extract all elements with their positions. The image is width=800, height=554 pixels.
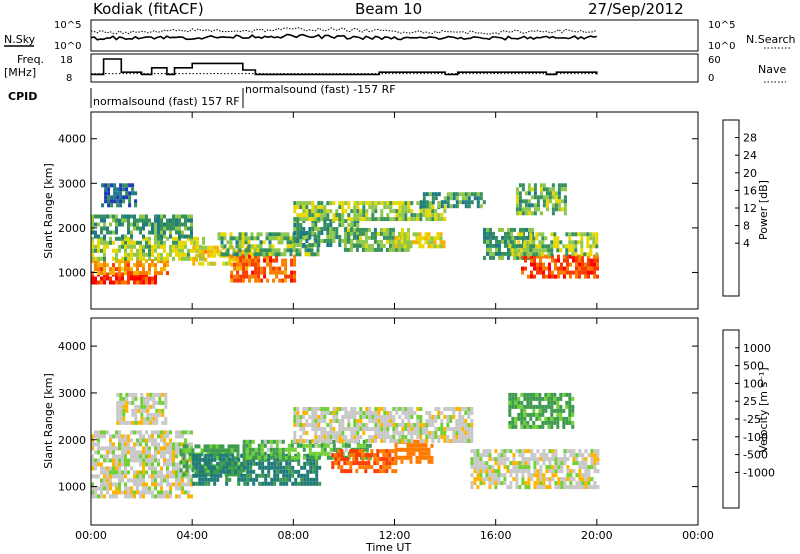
- power-region: [91, 214, 193, 239]
- power-region: [515, 183, 567, 216]
- velocity-region: [293, 407, 474, 443]
- velocity-colorbar-tick-label: 25: [743, 395, 757, 408]
- xtick-label: 16:00: [480, 529, 512, 542]
- power-colorbar-tick-label: 20: [743, 167, 757, 180]
- velocity-region: [116, 392, 168, 425]
- power-panel: 4000 3000 2000 1000 Slant Range [km]: [42, 111, 699, 310]
- velocity-colorbar-tick-label: 1000: [743, 342, 771, 355]
- xtick-label: 04:00: [176, 529, 208, 542]
- velocity-colorbar: 1000 500 100 25 -25 -100 -500 -1000: [722, 329, 775, 509]
- power-heatmap-cells: [91, 183, 599, 285]
- velocity-region: [508, 392, 575, 429]
- date-title: 27/Sep/2012: [588, 0, 684, 18]
- velocity-region: [91, 430, 193, 499]
- time-xlabel: Time UT: [365, 541, 411, 554]
- ytick-label: 3000: [58, 387, 86, 400]
- nave-tick-60: 60: [708, 55, 721, 66]
- power-region: [419, 192, 486, 209]
- power-colorbar-tick-label: 16: [743, 184, 757, 197]
- freq-label: Freq.: [17, 53, 44, 66]
- noise-right-bottom-tick: 10^0: [708, 41, 735, 52]
- power-colorbar-label: Power [dB]: [757, 180, 770, 240]
- power-region: [394, 232, 446, 249]
- power-colorbar-tick-label: 28: [743, 132, 757, 145]
- ytick-label: 2000: [58, 434, 86, 447]
- cpid-second-text: normalsound (fast) -157 RF: [245, 83, 396, 96]
- noise-panel: 10^5 10^0 10^5 10^0: [54, 19, 735, 52]
- velocity-region: [192, 453, 322, 486]
- power-colorbar-tick-label: 24: [743, 149, 757, 162]
- ytick-label: 2000: [58, 222, 86, 235]
- power-colorbar-tick-label: 12: [743, 202, 757, 215]
- beam-title: Beam 10: [355, 0, 422, 18]
- velocity-region: [331, 449, 398, 474]
- power-region: [521, 254, 599, 279]
- noise-right-top-tick: 10^5: [708, 20, 735, 31]
- velocity-colorbar-label: Velocity [m s⁻¹]: [757, 367, 770, 452]
- power-region: [91, 236, 205, 261]
- power-colorbar-tick-label: 4: [743, 237, 750, 250]
- velocity-region: [470, 449, 600, 490]
- velocity-ylabel: Slant Range [km]: [42, 373, 55, 469]
- nsearch-label: N.Search: [746, 33, 796, 46]
- velocity-region: [394, 439, 434, 464]
- ytick-label: 3000: [58, 177, 86, 190]
- ytick-label: 1000: [58, 481, 86, 494]
- velocity-yticks: 4000 3000 2000 1000: [58, 340, 698, 494]
- velocity-colorbar-tick-label: -500: [743, 449, 768, 462]
- xtick-label: 08:00: [277, 529, 309, 542]
- freq-line: [91, 58, 598, 76]
- xtick-label: 00:00: [75, 529, 107, 542]
- time-xticks: 00:00 04:00 08:00 12:00 16:00 20:00 00:00: [75, 112, 714, 542]
- nsky-label: N.Sky: [4, 33, 36, 46]
- velocity-colorbar-tick-label: -100: [743, 431, 768, 444]
- ytick-label: 1000: [58, 266, 86, 279]
- frequency-panel: 18 8 60 0: [60, 53, 721, 84]
- velocity-colorbar-tick-label: 100: [743, 377, 764, 390]
- ytick-label: 4000: [58, 340, 86, 353]
- nsearch-line: [90, 27, 598, 35]
- station-title: Kodiak (fitACF): [93, 0, 204, 18]
- cpid-first-text: normalsound (fast) 157 RF: [93, 95, 240, 108]
- freq-unit-label: [MHz]: [4, 66, 36, 79]
- ytick-label: 4000: [58, 133, 86, 146]
- noise-left-top-tick: 10^5: [54, 20, 81, 31]
- noise-lines: [90, 27, 598, 41]
- nave-tick-0: 0: [708, 73, 714, 84]
- nsky-line: [90, 33, 597, 41]
- power-region: [91, 259, 169, 276]
- velocity-colorbar-tick-label: -25: [743, 413, 761, 426]
- nave-label: Nave: [758, 63, 786, 76]
- freq-tick-8: 8: [66, 73, 72, 84]
- velocity-colorbar-tick-label: 500: [743, 360, 764, 373]
- power-colorbar: 28 24 20 16 12 8 4: [722, 119, 757, 297]
- xtick-label: 00:00: [682, 529, 714, 542]
- xtick-label: 12:00: [379, 529, 411, 542]
- power-region: [101, 183, 138, 208]
- power-colorbar-tick-label: 8: [743, 220, 750, 233]
- power-yticks: 4000 3000 2000 1000: [58, 133, 698, 279]
- cpid-label: CPID: [8, 90, 37, 103]
- xtick-label: 20:00: [581, 529, 613, 542]
- frequency-lines: [91, 58, 598, 76]
- velocity-colorbar-tick-label: -1000: [743, 466, 775, 479]
- power-region: [508, 232, 599, 257]
- freq-tick-18: 18: [60, 55, 73, 66]
- velocity-heatmap-cells: [91, 392, 600, 499]
- power-region: [230, 254, 297, 283]
- noise-left-bottom-tick: 10^0: [54, 41, 81, 52]
- power-ylabel: Slant Range [km]: [42, 163, 55, 259]
